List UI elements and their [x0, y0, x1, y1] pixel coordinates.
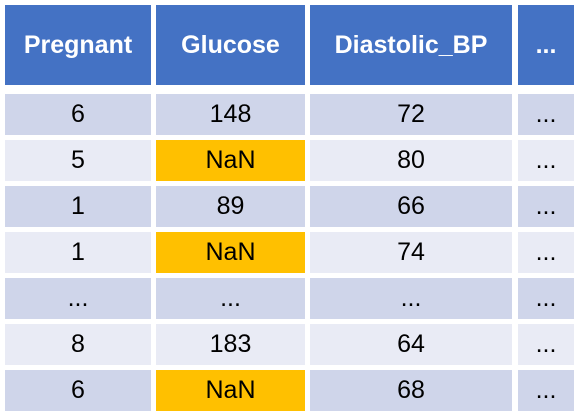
- cell-diastolic-bp: 66: [310, 186, 512, 227]
- cell-more-columns: ...: [518, 324, 574, 365]
- cell-glucose: 183: [156, 324, 305, 365]
- cell-pregnant: 6: [5, 370, 151, 411]
- cell-glucose-missing: NaN: [156, 140, 305, 181]
- header-glucose: Glucose: [156, 5, 305, 85]
- cell-pregnant: 1: [5, 186, 151, 227]
- cell-pregnant: 8: [5, 324, 151, 365]
- cell-glucose: 89: [156, 186, 305, 227]
- cell-pregnant: 5: [5, 140, 151, 181]
- cell-diastolic-bp: 64: [310, 324, 512, 365]
- header-more-columns: ...: [518, 5, 574, 85]
- cell-diastolic-bp: 68: [310, 370, 512, 411]
- cell-more-columns: ...: [518, 370, 574, 411]
- cell-glucose-missing: NaN: [156, 370, 305, 411]
- header-diastolic-bp: Diastolic_BP: [310, 5, 512, 85]
- cell-more-columns: ...: [518, 94, 574, 135]
- cell-glucose: 148: [156, 94, 305, 135]
- cell-diastolic-bp: 80: [310, 140, 512, 181]
- cell-pregnant: 1: [5, 232, 151, 273]
- cell-glucose: ...: [156, 278, 305, 319]
- cell-more-columns: ...: [518, 140, 574, 181]
- cell-pregnant: ...: [5, 278, 151, 319]
- cell-more-columns: ...: [518, 278, 574, 319]
- cell-diastolic-bp: 72: [310, 94, 512, 135]
- cell-more-columns: ...: [518, 232, 574, 273]
- cell-diastolic-bp: ...: [310, 278, 512, 319]
- cell-more-columns: ...: [518, 186, 574, 227]
- cell-pregnant: 6: [5, 94, 151, 135]
- cell-diastolic-bp: 74: [310, 232, 512, 273]
- cell-glucose-missing: NaN: [156, 232, 305, 273]
- header-pregnant: Pregnant: [5, 5, 151, 85]
